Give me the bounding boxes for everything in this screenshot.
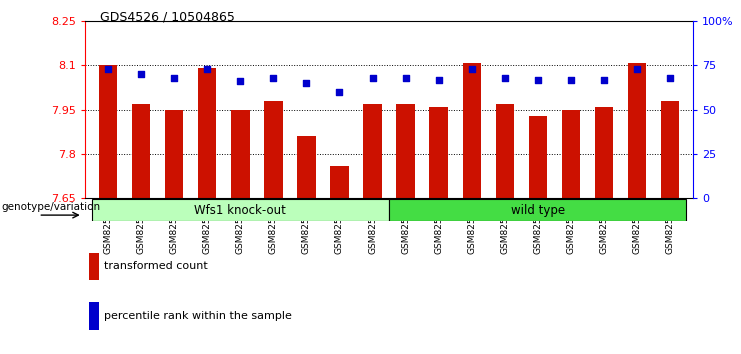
Text: transformed count: transformed count: [104, 262, 207, 272]
Bar: [99, 65, 117, 198]
Point: [532, 77, 544, 82]
Bar: [562, 110, 579, 198]
Point: [499, 75, 511, 81]
Bar: [297, 136, 316, 198]
Bar: [133, 104, 150, 198]
Point: [664, 75, 676, 81]
Bar: [92, 199, 389, 221]
Bar: [89, 253, 99, 280]
Point: [399, 75, 411, 81]
Point: [301, 80, 313, 86]
Bar: [363, 104, 382, 198]
Bar: [389, 199, 686, 221]
Bar: [231, 110, 250, 198]
Bar: [628, 63, 645, 198]
Point: [202, 66, 213, 72]
Point: [333, 89, 345, 95]
Point: [268, 75, 279, 81]
Bar: [496, 104, 514, 198]
Point: [234, 79, 246, 84]
Bar: [199, 68, 216, 198]
Text: Wfs1 knock-out: Wfs1 knock-out: [194, 204, 286, 217]
Point: [367, 75, 379, 81]
Bar: [330, 166, 348, 198]
Bar: [661, 101, 679, 198]
Bar: [89, 302, 99, 330]
Point: [168, 75, 180, 81]
Point: [433, 77, 445, 82]
Point: [102, 66, 114, 72]
Point: [565, 77, 576, 82]
Bar: [265, 101, 282, 198]
Point: [465, 66, 477, 72]
Bar: [430, 107, 448, 198]
Text: wild type: wild type: [511, 204, 565, 217]
Text: GDS4526 / 10504865: GDS4526 / 10504865: [100, 11, 235, 24]
Point: [136, 72, 147, 77]
Text: genotype/variation: genotype/variation: [1, 202, 101, 212]
Point: [598, 77, 610, 82]
Bar: [165, 110, 184, 198]
Bar: [594, 107, 613, 198]
Bar: [396, 104, 415, 198]
Bar: [462, 63, 481, 198]
Text: percentile rank within the sample: percentile rank within the sample: [104, 311, 291, 321]
Bar: [528, 116, 547, 198]
Point: [631, 66, 642, 72]
